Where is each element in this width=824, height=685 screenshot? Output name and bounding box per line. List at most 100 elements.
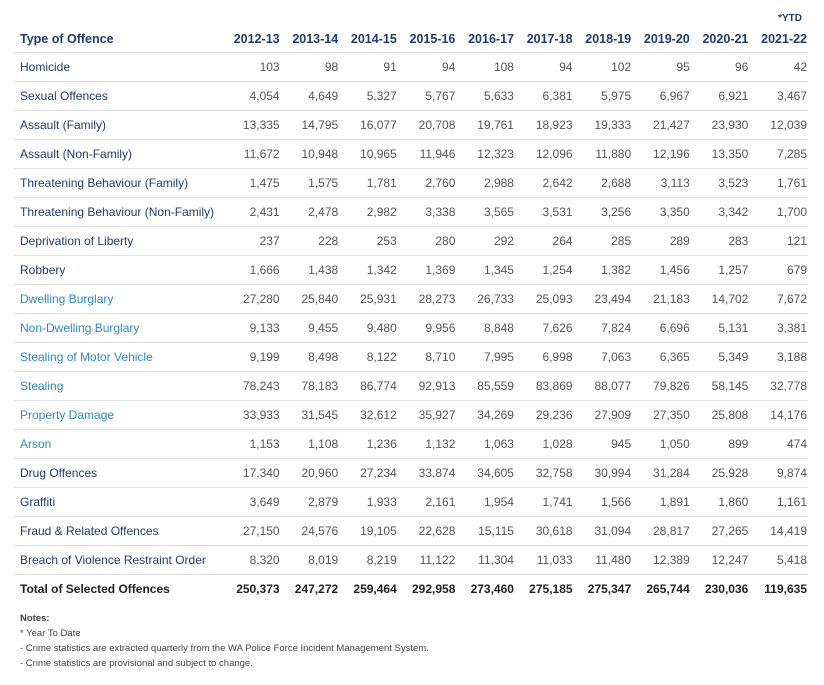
offence-value: 22,628 <box>397 516 457 546</box>
offence-row: Arson 1,153 1,108 1,236 1,132 1,063 1,028 945 1,… <box>14 429 808 459</box>
column-header: 2021-22 <box>749 26 808 53</box>
offence-value: 31,094 <box>573 516 633 546</box>
offence-value: 25,931 <box>339 284 398 314</box>
offence-value: 253 <box>339 226 398 256</box>
offence-value: 9,956 <box>397 313 457 343</box>
offence-value: 1,028 <box>514 429 574 459</box>
offence-value: 3,113 <box>632 168 691 198</box>
total-value: 250,373 <box>236 582 280 596</box>
offence-value: 12,196 <box>632 139 691 169</box>
offence-row: Fraud & Related Offences 27,150 24,576 19,1… <box>14 516 808 546</box>
offence-value: 1,700 <box>749 197 808 227</box>
total-value: 275,185 <box>529 582 573 596</box>
offence-value: 5,327 <box>339 81 398 111</box>
offence-value: 25,093 <box>514 284 574 314</box>
offence-value: 9,480 <box>339 313 398 343</box>
offence-value: 7,824 <box>573 313 633 343</box>
offence-value: 13,350 <box>690 139 750 169</box>
offence-value: 6,381 <box>514 81 574 111</box>
offence-value: 11,033 <box>514 545 574 575</box>
offence-value: 8,710 <box>397 342 457 372</box>
offence-row: Sexual Offences 4,054 4,649 5,327 5,767 5,633… <box>14 81 808 111</box>
offence-value: 1,050 <box>632 429 691 459</box>
column-header: Type of Offence <box>14 26 222 53</box>
column-header: 2013-14 <box>280 26 340 53</box>
offence-value: 85,559 <box>456 371 515 401</box>
offence-value: 17,340 <box>222 458 281 488</box>
offence-label: Threatening Behaviour (Family) <box>14 168 222 198</box>
offence-value: 98 <box>280 52 340 82</box>
offence-value: 95 <box>632 52 691 82</box>
offence-value: 3,256 <box>573 197 633 227</box>
offence-value: 11,880 <box>573 139 633 169</box>
column-header: 2015-16 <box>397 26 457 53</box>
offence-value: 20,708 <box>397 110 457 140</box>
offence-label: Drug Offences <box>14 458 222 488</box>
offence-value: 4,054 <box>222 81 281 111</box>
offence-value: 5,633 <box>456 81 515 111</box>
offence-value: 29,236 <box>514 400 574 430</box>
offence-value: 30,618 <box>514 516 574 546</box>
offence-value: 12,389 <box>632 545 691 575</box>
column-header: 2019-20 <box>632 26 691 53</box>
column-header: 2014-15 <box>339 26 398 53</box>
offence-value: 1,153 <box>222 429 281 459</box>
offence-row: Stealing 78,243 78,183 86,774 92,913 85,559 83… <box>14 371 808 401</box>
offence-value: 1,666 <box>222 255 281 285</box>
note-line: * Year To Date <box>20 628 81 639</box>
offence-value: 8,320 <box>222 545 281 575</box>
offence-value: 7,063 <box>573 342 633 372</box>
offence-value: 20,960 <box>280 458 340 488</box>
offence-value: 1,741 <box>514 487 574 517</box>
offence-value: 121 <box>749 226 808 256</box>
offence-value: 1,254 <box>514 255 574 285</box>
offence-row: Graffiti 3,649 2,879 1,933 2,161 1,954 1,741 1,… <box>14 487 808 517</box>
offence-label: Breach of Violence Restraint Order <box>14 545 222 575</box>
total-value: 247,272 <box>294 582 339 596</box>
offence-value: 945 <box>573 429 633 459</box>
offence-value: 23,494 <box>573 284 633 314</box>
offence-label: Graffiti <box>14 487 222 517</box>
offence-value: 83,869 <box>514 371 574 401</box>
offence-value: 13,335 <box>222 110 281 140</box>
offence-value: 21,427 <box>632 110 691 140</box>
offence-row: Property Damage 33,933 31,545 32,612 35,927 3… <box>14 400 808 430</box>
offence-value: 10,948 <box>280 139 340 169</box>
offence-value: 11,304 <box>456 545 515 575</box>
offence-value: 2,879 <box>280 487 340 517</box>
offence-value: 58,145 <box>690 371 750 401</box>
offence-value: 18,923 <box>514 110 574 140</box>
offence-label: Stealing of Motor Vehicle <box>14 342 222 372</box>
offence-value: 14,795 <box>280 110 340 140</box>
offence-value: 102 <box>573 52 633 82</box>
offence-value: 4,649 <box>280 81 340 111</box>
offence-label: Threatening Behaviour (Non-Family) <box>14 197 222 227</box>
offence-value: 8,122 <box>339 342 398 372</box>
offence-value: 1,475 <box>222 168 281 198</box>
offence-value: 33,933 <box>222 400 281 430</box>
offence-value: 42 <box>749 52 808 82</box>
column-header: 2012-13 <box>222 26 281 53</box>
offence-row: Dwelling Burglary 27,280 25,840 25,931 28,27… <box>14 284 808 314</box>
offence-value: 1,236 <box>339 429 398 459</box>
offence-value: 5,349 <box>690 342 750 372</box>
offence-value: 1,108 <box>280 429 340 459</box>
offence-value: 1,063 <box>456 429 515 459</box>
offence-value: 12,039 <box>749 110 808 140</box>
offence-value: 2,642 <box>514 168 574 198</box>
offence-value: 264 <box>514 226 574 256</box>
total-value: 275,347 <box>587 582 632 596</box>
offence-value: 14,702 <box>690 284 750 314</box>
offence-value: 33,874 <box>397 458 457 488</box>
offence-label: Sexual Offences <box>14 81 222 111</box>
offence-value: 1,891 <box>632 487 691 517</box>
offence-value: 3,467 <box>749 81 808 111</box>
offence-value: 899 <box>690 429 750 459</box>
offence-value: 34,605 <box>456 458 515 488</box>
offence-label: Homicide <box>14 52 222 82</box>
offence-value: 3,338 <box>397 197 457 227</box>
offence-value: 8,498 <box>280 342 340 372</box>
offence-value: 78,243 <box>222 371 281 401</box>
offence-value: 32,612 <box>339 400 398 430</box>
offence-value: 2,988 <box>456 168 515 198</box>
